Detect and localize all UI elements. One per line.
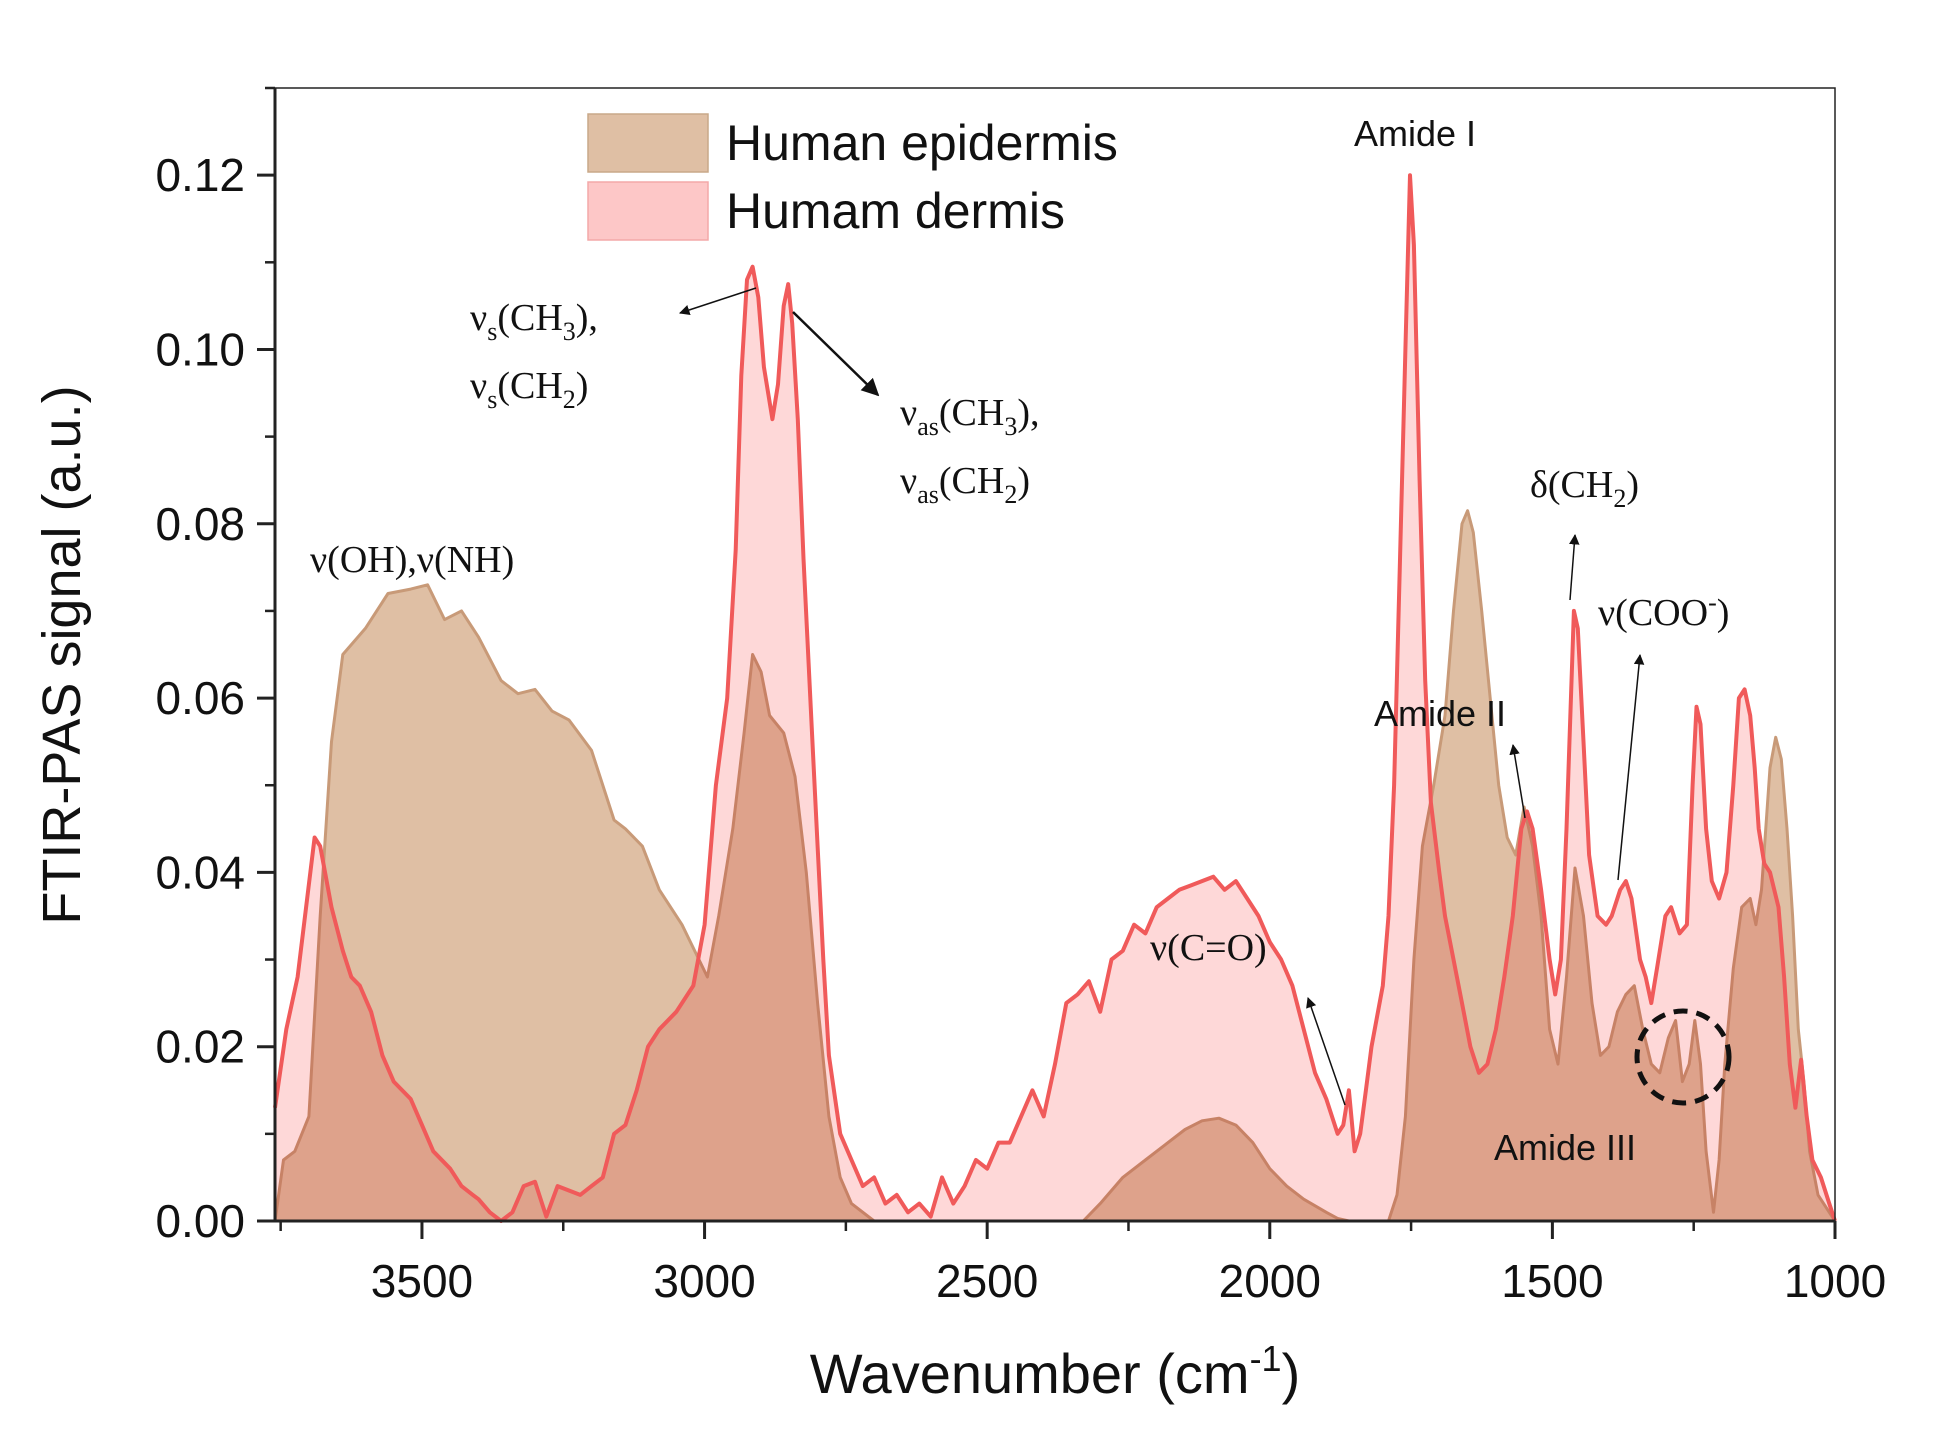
annotation-co: ν(C=O) [1150, 927, 1267, 969]
x-tick-label: 3500 [371, 1255, 473, 1307]
x-tick-label: 3000 [653, 1255, 755, 1307]
annotation-vs-ch2: νs(CH2) [470, 365, 588, 414]
highlight-circle [1634, 1008, 1732, 1106]
annotation-amide-ii: Amide II [1374, 693, 1506, 734]
y-tick-label: 0.08 [155, 498, 245, 550]
area-series-1 [275, 175, 1835, 1222]
annotation-vs-ch3: νs(CH3), [470, 297, 598, 346]
y-tick-label: 0.10 [155, 323, 245, 375]
annotation-amide-iii: Amide III [1494, 1127, 1636, 1168]
x-tick-label: 1000 [1784, 1255, 1886, 1307]
line-series-1 [273, 173, 1837, 1223]
annotation-coo: ν(COO-) [1598, 588, 1729, 634]
annotation-oh-nh: ν(OH),ν(NH) [310, 539, 514, 581]
annotation-vas-ch3: νas(CH3), [900, 392, 1039, 441]
arrow-amide-ii [1509, 743, 1526, 819]
legend-swatch-dermis [587, 181, 709, 241]
y-tick-label: 0.04 [155, 846, 245, 898]
arrow-co [1306, 997, 1346, 1106]
x-tick-label: 1500 [1501, 1255, 1603, 1307]
x-tick-label: 2000 [1219, 1255, 1321, 1307]
arrow-coo [1617, 653, 1645, 881]
y-tick-label: 0.06 [155, 672, 245, 724]
arrow-vas [792, 311, 880, 397]
legend-label-epidermis: Human epidermis [726, 115, 1118, 171]
y-ticks: 0.00 0.02 0.04 0.06 0.08 0.10 0.12 [155, 86, 275, 1247]
annotation-amide-i: Amide I [1354, 113, 1476, 154]
legend-swatch-epidermis [587, 113, 709, 173]
y-tick-label: 0.00 [155, 1195, 245, 1247]
x-axis-title: Wavenumber (cm-1) [810, 1338, 1300, 1405]
y-tick-label: 0.02 [155, 1021, 245, 1073]
x-tick-label: 2500 [936, 1255, 1038, 1307]
y-tick-label: 0.12 [155, 149, 245, 201]
annotation-delta-ch2: δ(CH2) [1530, 464, 1639, 513]
legend-label-dermis: Humam dermis [726, 183, 1065, 239]
x-ticks: 3500 3000 2500 2000 1500 1000 [279, 1221, 1886, 1307]
arrow-delta [1569, 533, 1580, 601]
arrow-vs [679, 287, 757, 316]
annotation-vas-ch2: νas(CH2) [900, 460, 1030, 509]
y-axis-title: FTIR-PAS signal (a.u.) [32, 385, 92, 924]
legend: Human epidermis Humam dermis [587, 113, 1118, 241]
